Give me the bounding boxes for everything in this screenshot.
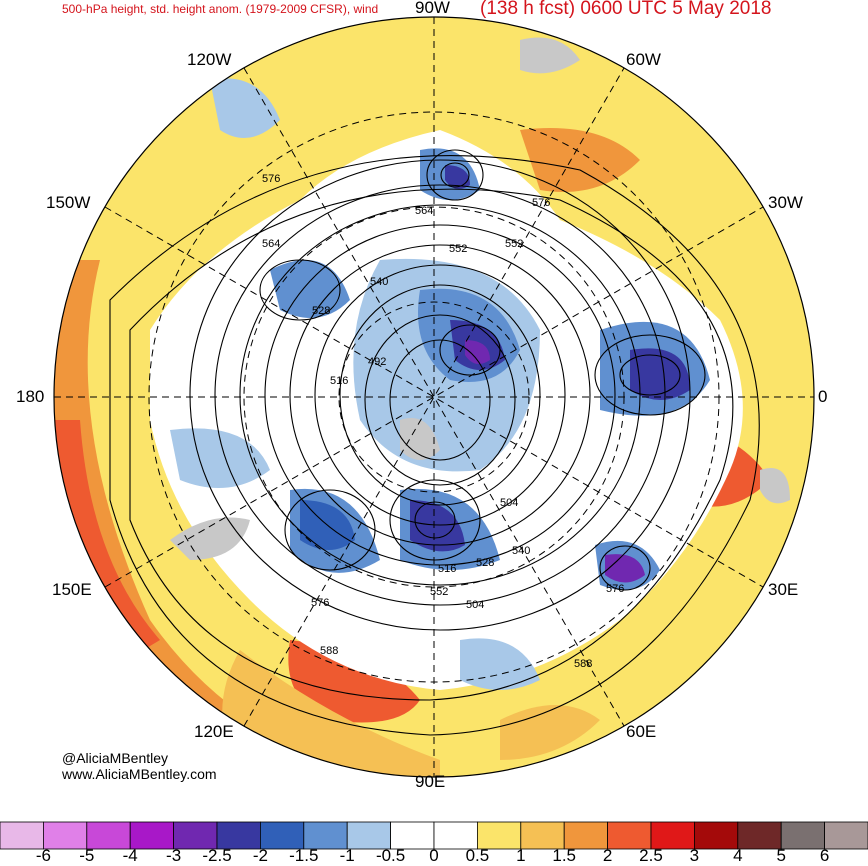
contour-label: 564 [415,205,433,217]
contour-label: 504 [500,497,518,509]
credit-url: www.AliciaMBentley.com [62,766,217,782]
colorbar-tick-label: 2.5 [639,846,663,865]
contour-label: 576 [532,197,550,209]
colorbar-box [390,821,435,850]
colorbar-tick-label: -1.5 [289,846,319,865]
contour-label: 588 [574,658,592,670]
colorbar-tick-label: -4 [122,846,138,865]
colorbar-box [694,821,739,850]
colorbar-tick-label: 1 [516,846,526,865]
colorbar-tick-label: 6 [819,846,830,865]
colorbar [0,821,868,850]
colorbar-tick-label: -2.5 [202,846,232,865]
colorbar-tick-label: 5 [776,846,786,865]
colorbar-tick-label: -6 [35,846,51,865]
colorbar-box [650,821,695,850]
lon-label-0: 0 [818,387,828,406]
contour-label: 588 [320,645,338,657]
contour-label: 576 [262,173,280,185]
colorbar-tick-label: -3 [166,846,182,865]
contour-label-group: 576 564 552 540 528 516 492 576 564 552 … [262,173,624,670]
colorbar-tick-label: 0.5 [465,846,490,865]
lon-label-120w: 120W [187,50,232,69]
colorbar-box [0,821,44,850]
contour-label: 516 [438,563,456,575]
contour-label: 516 [330,375,348,387]
contour-label: 528 [312,305,330,317]
lon-label-120e: 120E [194,722,234,741]
colorbar-tick-label: 4 [733,846,743,865]
contour-label: 540 [370,276,388,288]
lon-label-30e: 30E [768,580,799,599]
contour-label: 492 [368,356,386,368]
contour-label: 564 [262,238,280,250]
colorbar-tick-label: -5 [79,846,95,865]
lon-label-180: 180 [16,387,45,406]
colorbar-box [780,821,826,850]
colorbar-box [86,821,131,850]
colorbar-box [520,821,565,850]
colorbar-box [216,821,261,850]
graticule [54,17,814,777]
map-boundary [53,16,815,778]
colorbar-box [259,821,305,850]
credit-handle: @AliciaMBentley [62,750,169,766]
colorbar-box [563,821,609,850]
lon-label-90e: 90E [415,772,446,791]
colorbar-tick-label: 3 [689,846,700,865]
contour-label: 552 [505,238,523,250]
height-contours [109,149,760,736]
colorbar-tick-label: -0.5 [375,846,406,865]
colorbar-box [43,821,88,850]
colorbar-box [346,821,392,850]
contour-label: 576 [311,597,329,609]
contour-label: 528 [476,557,494,569]
colorbar-box [824,821,868,850]
colorbar-box [476,821,522,850]
lon-label-150w: 150W [46,193,91,212]
lon-label-60w: 60W [626,50,661,69]
colorbar-tick-label: 1.5 [552,846,577,865]
colorbar-box [607,821,652,850]
map-left-title: 500-hPa height, std. height anom. (1979-… [62,2,379,16]
contour-label: 540 [512,545,530,557]
contour-label: 576 [606,583,624,595]
map-right-title: (138 h fcst) 0600 UTC 5 May 2018 [480,0,772,19]
contour-label: 504 [466,599,484,611]
colorbar-box [433,821,478,850]
lon-label-60e: 60E [626,722,657,741]
colorbar-box [737,821,782,850]
contour-label: 552 [430,586,448,598]
lon-label-30w: 30W [768,193,803,212]
colorbar-box [303,821,348,850]
colorbar-tick-label: 0 [429,846,439,865]
lon-label-150e: 150E [52,580,92,599]
colorbar-tick-label: -1 [339,846,355,865]
lon-label-90w: 90W [415,0,450,17]
colorbar-box [129,821,174,850]
contour-label: 552 [449,243,467,255]
colorbar-tick-label: -2 [252,846,268,865]
colorbar-box [173,821,218,850]
colorbar-tick-label: 2 [602,846,613,865]
